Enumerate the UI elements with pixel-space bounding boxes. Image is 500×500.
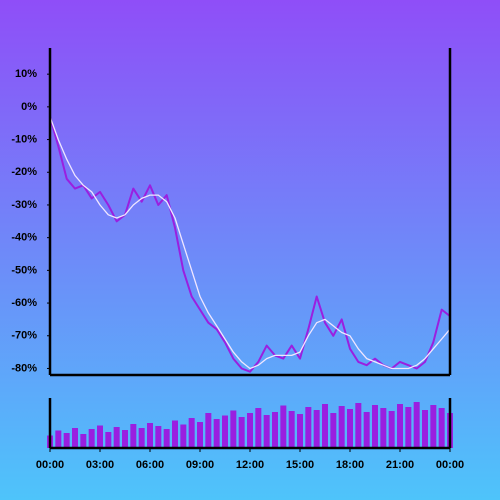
y-tick-label: -20%: [11, 166, 37, 178]
volume-bar: [280, 405, 287, 448]
volume-bar: [388, 411, 395, 448]
volume-bar: [122, 430, 128, 448]
volume-bar: [63, 433, 70, 448]
volume-bar: [297, 414, 303, 448]
volume-bar: [180, 424, 187, 448]
volume-bar: [322, 404, 328, 448]
x-tick-label: 00:00: [36, 459, 64, 471]
y-tick-label: -40%: [11, 232, 37, 244]
volume-bar: [355, 403, 362, 448]
volume-bar: [263, 415, 270, 448]
volume-bar: [397, 404, 403, 448]
y-tick-label: -50%: [11, 264, 37, 276]
volume-bar: [405, 407, 412, 448]
volume-bar: [130, 424, 137, 448]
volume-bar: [305, 407, 312, 448]
y-tick-label: -30%: [11, 199, 37, 211]
volume-bar: [113, 427, 120, 448]
volume-bar: [313, 410, 320, 448]
volume-bar: [430, 405, 437, 448]
volume-bar: [138, 428, 145, 448]
y-tick-label: -10%: [11, 133, 37, 145]
volume-bar: [338, 406, 345, 448]
volume-bar: [205, 413, 212, 448]
y-tick-label: 0%: [21, 101, 37, 113]
volume-bar: [272, 412, 278, 448]
volume-bar: [213, 419, 220, 448]
volume-bar: [347, 409, 353, 448]
volume-bar: [247, 413, 253, 448]
series-line: [49, 116, 451, 370]
y-tick-label: -60%: [11, 297, 37, 309]
volume-bar: [188, 418, 195, 448]
volume-bar: [97, 425, 103, 448]
volume-bar: [105, 432, 112, 448]
volume-bar: [238, 417, 245, 448]
volume-bar: [55, 430, 62, 448]
volume-bar: [413, 402, 420, 448]
x-tick-label: 06:00: [136, 459, 164, 471]
volume-bar: [155, 426, 162, 448]
x-tick-label: 21:00: [386, 459, 414, 471]
x-tick-label: 12:00: [236, 459, 264, 471]
volume-bar: [80, 434, 87, 448]
volume-bar: [372, 405, 378, 448]
volume-bar: [147, 423, 153, 448]
volume-bar: [438, 408, 445, 448]
y-tick-label: -80%: [11, 362, 37, 374]
volume-bar: [222, 415, 228, 448]
x-tick-label: 18:00: [336, 459, 364, 471]
volume-bar: [288, 411, 295, 448]
volume-bar: [422, 410, 428, 448]
volume-bar: [197, 422, 203, 448]
volume-bar: [380, 408, 387, 448]
y-tick-label: -70%: [11, 330, 37, 342]
volume-bar: [88, 429, 95, 448]
volume-bar: [255, 408, 262, 448]
volume-bar: [230, 410, 237, 448]
volume-bar: [330, 413, 337, 448]
x-tick-label: 03:00: [86, 459, 114, 471]
x-tick-label: 15:00: [286, 459, 314, 471]
volume-bar: [72, 428, 78, 448]
x-tick-label: 00:00: [436, 459, 464, 471]
x-tick-label: 09:00: [186, 459, 214, 471]
volume-bar: [163, 429, 170, 448]
y-tick-label: 10%: [15, 68, 37, 80]
volume-bar: [172, 420, 178, 448]
volume-bar: [363, 412, 370, 448]
